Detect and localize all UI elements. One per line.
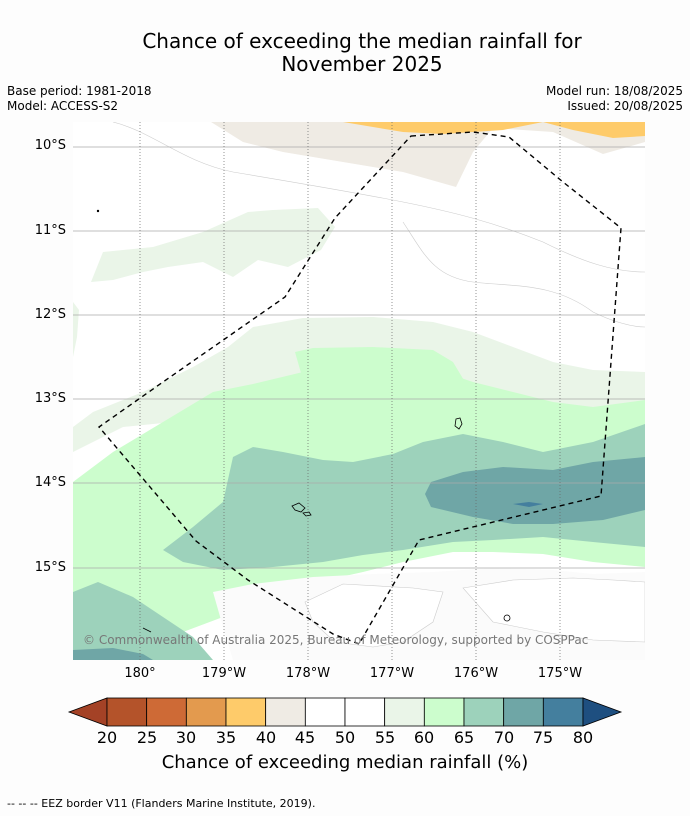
colorbar-tick: 35 bbox=[215, 728, 237, 747]
meta-left: Base period: 1981-2018 Model: ACCESS-S2 bbox=[7, 84, 152, 114]
rainfall-map bbox=[73, 122, 645, 660]
lon-label: 175°W bbox=[537, 666, 583, 681]
island-wallis bbox=[454, 417, 463, 430]
colorbar-cells bbox=[106, 697, 584, 727]
colorbar bbox=[67, 697, 623, 727]
lat-label: 13°S bbox=[34, 391, 66, 406]
region-40-45-top bbox=[211, 122, 645, 187]
colorbar-cell bbox=[423, 697, 465, 727]
region-65-70-bottom-left bbox=[73, 582, 213, 660]
region-75-80 bbox=[513, 502, 543, 507]
lat-label: 14°S bbox=[34, 475, 66, 490]
colorbar-tick: 40 bbox=[255, 728, 277, 747]
region-55-60-left-edge bbox=[73, 302, 79, 357]
eez-border bbox=[97, 131, 622, 645]
colorbar-cell bbox=[106, 697, 148, 727]
meta-right: Model run: 18/08/2025 Issued: 20/08/2025 bbox=[546, 84, 683, 114]
lon-label: 177°W bbox=[369, 666, 415, 681]
colorbar-tick: 60 bbox=[413, 728, 435, 747]
lon-label: 179°W bbox=[201, 666, 247, 681]
colorbar-label: Chance of exceeding median rainfall (%) bbox=[161, 752, 529, 773]
title-line-1: Chance of exceeding the median rainfall … bbox=[142, 29, 582, 53]
colorbar-cell bbox=[265, 697, 306, 727]
colorbar-tick: 20 bbox=[96, 728, 118, 747]
colorbar-cell bbox=[304, 697, 346, 727]
colorbar-tick: 45 bbox=[294, 728, 316, 747]
region-35-40-top-b bbox=[543, 122, 645, 138]
colorbar-cell bbox=[225, 697, 267, 727]
colorbar-cell bbox=[384, 697, 425, 727]
island-futuna bbox=[291, 502, 306, 513]
lat-label: 12°S bbox=[34, 307, 66, 322]
lat-label: 10°S bbox=[34, 138, 66, 153]
island-dot-nw bbox=[96, 209, 100, 213]
region-45-50-inner-b bbox=[462, 577, 645, 643]
map-title: Chance of exceeding the median rainfall … bbox=[0, 30, 690, 76]
colorbar-tick: 75 bbox=[532, 728, 554, 747]
contour-line-1 bbox=[112, 122, 645, 273]
graticule bbox=[73, 122, 645, 660]
map-svg bbox=[73, 122, 645, 660]
copyright-text: © Commonwealth of Australia 2025, Bureau… bbox=[83, 633, 589, 647]
model-name: Model: ACCESS-S2 bbox=[7, 99, 119, 113]
colorbar-cell bbox=[463, 697, 505, 727]
model-run: Model run: 18/08/2025 bbox=[545, 84, 683, 98]
island-small-west bbox=[142, 627, 152, 633]
colorbar-tick: 50 bbox=[334, 728, 356, 747]
title-line-2: November 2025 bbox=[281, 52, 443, 76]
colorbar-over-arrow bbox=[582, 697, 623, 727]
island-alofi bbox=[302, 511, 312, 517]
colorbar-under-arrow bbox=[67, 697, 108, 727]
colorbar-cell bbox=[344, 697, 386, 727]
colorbar-cell bbox=[146, 697, 187, 727]
region-60-65-upper bbox=[295, 347, 471, 392]
region-65-70-band bbox=[163, 424, 645, 570]
eez-legend: -- -- -- EEZ border V11 (Flanders Marine… bbox=[7, 797, 316, 810]
colorbar-cell bbox=[542, 697, 584, 727]
lon-label: 176°W bbox=[453, 666, 499, 681]
island-small-east bbox=[503, 614, 511, 622]
region-55-60-patch bbox=[91, 208, 335, 282]
islands bbox=[96, 209, 511, 633]
lat-label: 15°S bbox=[34, 560, 66, 575]
colorbar-tick: 30 bbox=[175, 728, 197, 747]
colorbar-tick: 25 bbox=[136, 728, 158, 747]
lat-label: 11°S bbox=[34, 223, 66, 238]
colorbar-tick: 65 bbox=[453, 728, 475, 747]
issued-date: Issued: 20/08/2025 bbox=[567, 99, 683, 113]
lon-label: 180° bbox=[124, 666, 156, 681]
base-period: Base period: 1981-2018 bbox=[7, 84, 152, 98]
region-35-40-top-a bbox=[343, 122, 543, 134]
colorbar-tick: 55 bbox=[374, 728, 396, 747]
lon-label: 178°W bbox=[285, 666, 331, 681]
colorbar-cell bbox=[503, 697, 544, 727]
region-45-50-inner bbox=[304, 583, 444, 648]
region-70-75 bbox=[425, 457, 645, 524]
colorbar-tick: 70 bbox=[493, 728, 515, 747]
colorbar-tick: 80 bbox=[572, 728, 594, 747]
region-70-75-bottom bbox=[73, 648, 153, 660]
colorbar-cell bbox=[185, 697, 227, 727]
